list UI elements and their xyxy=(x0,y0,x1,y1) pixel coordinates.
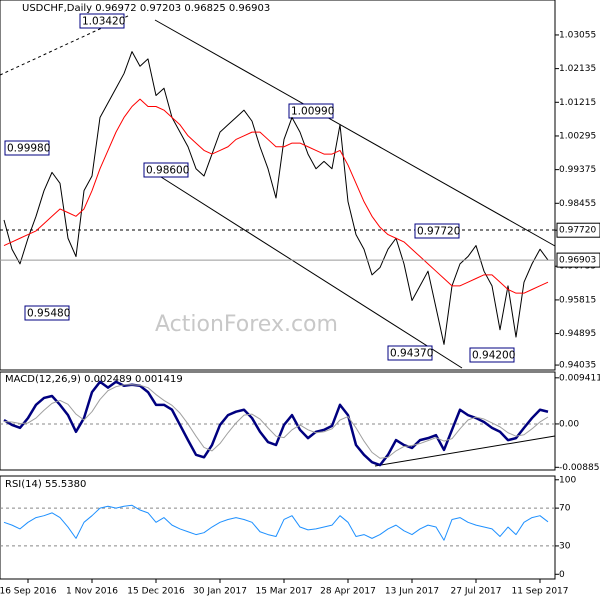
annotation: 0.94200 xyxy=(472,350,515,362)
price-frame xyxy=(0,0,556,371)
annotations: 1.03420 0.99980 0.95480 0.98600 1.00990 0.977… xyxy=(4,13,515,363)
annotation: 1.00990 xyxy=(291,106,334,118)
annotation-box xyxy=(288,103,334,119)
x-tick-label: 28 Apr 2017 xyxy=(320,587,376,597)
watermark: ActionForex.com xyxy=(155,312,338,337)
y-tick-label: 1.01215 xyxy=(559,98,596,108)
y-tick-label: 1.02135 xyxy=(559,64,596,74)
annotation-box xyxy=(24,305,70,321)
current-price-box xyxy=(556,252,600,268)
y-tick-label: 30 xyxy=(559,541,571,551)
y-tick-label: 100 xyxy=(559,475,576,485)
x-tick-label: 27 Jul 2017 xyxy=(451,587,502,597)
annotation: 0.97720 xyxy=(417,226,460,238)
annotation-box xyxy=(79,13,125,29)
current-price-label: 0.96903 xyxy=(559,256,596,266)
series-line xyxy=(3,98,549,294)
channel-upper xyxy=(154,19,556,247)
annotation: 0.95480 xyxy=(27,308,70,320)
y-tick-label: 0 xyxy=(559,570,565,580)
x-tick-label: 13 Jun 2017 xyxy=(385,587,439,597)
series-line xyxy=(3,51,549,345)
rsi-frame xyxy=(0,475,556,580)
x-tick-label: 11 Sep 2017 xyxy=(511,587,568,597)
y-tick-label: 0.98455 xyxy=(559,199,596,209)
y-tick-label: -0.008852 xyxy=(559,463,600,473)
series-line xyxy=(3,504,549,541)
y-tick-label: 1.03055 xyxy=(559,30,596,40)
annotation: 0.98600 xyxy=(146,165,189,177)
channel-lower xyxy=(149,169,463,369)
tick-box xyxy=(556,222,600,238)
series-line xyxy=(3,384,549,459)
y-tick-label: 0.95815 xyxy=(559,295,596,305)
annotation-box xyxy=(469,347,515,363)
y-tick-label: 0.009411 xyxy=(559,373,600,383)
y-tick-label: 0.00 xyxy=(559,419,579,429)
x-tick-label: 1 Nov 2016 xyxy=(66,587,118,597)
price-title: USDCHF,Daily 0.96972 0.97203 0.96825 0.9… xyxy=(22,3,270,14)
x-tick-label: 30 Jan 2017 xyxy=(193,587,247,597)
annotation-box xyxy=(414,223,460,239)
annotation-box xyxy=(143,162,189,178)
annotation-box xyxy=(4,140,50,156)
x-tick-label: 15 Mar 2017 xyxy=(255,587,312,597)
y-tick-label: 0.99375 xyxy=(559,165,596,175)
macd-trendline xyxy=(374,435,556,467)
annotation-box xyxy=(387,345,433,361)
series-line xyxy=(3,380,549,467)
annotation: 0.99980 xyxy=(7,143,50,155)
x-tick-label: 16 Sep 2016 xyxy=(0,587,57,597)
annotation: 0.94370 xyxy=(390,348,433,360)
macd-frame xyxy=(0,371,556,471)
x-tick-label: 15 Dec 2016 xyxy=(127,587,185,597)
y-tick-label: 0.94895 xyxy=(559,329,596,339)
y-tick-label: 0.97720 xyxy=(559,226,596,236)
y-tick-label: 70 xyxy=(559,504,571,514)
y-tick-label: 0.94035 xyxy=(559,361,596,371)
y-tick-label: 1.00295 xyxy=(559,131,596,141)
rsi-title: RSI(14) 55.5380 xyxy=(5,479,86,490)
annotation: 1.03420 xyxy=(82,16,125,28)
macd-title: MACD(12,26,9) 0.002489 0.001419 xyxy=(5,374,183,385)
